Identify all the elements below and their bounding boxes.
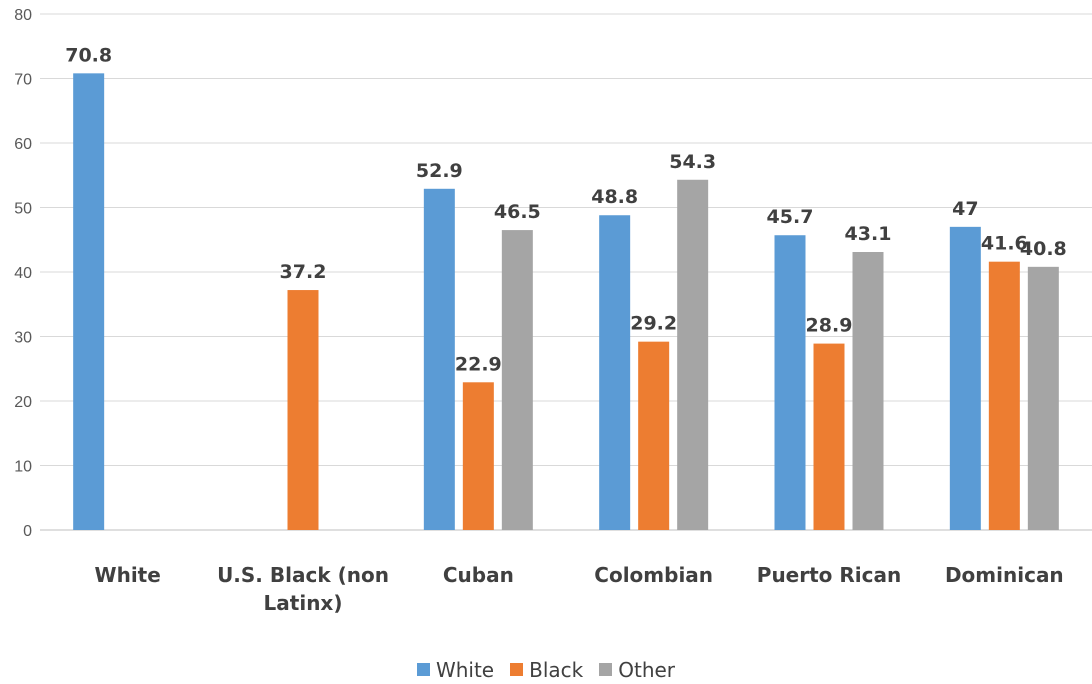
category-label: Colombian	[594, 563, 713, 587]
data-label: 37.2	[280, 261, 327, 283]
legend-label: White	[435, 657, 495, 682]
bar-white	[949, 226, 981, 530]
bar-chart: 0 10 20 30 40 50 60 70 80 70.8 37.2 52.9 22.9 46.5 48…	[14, 7, 1092, 615]
y-tick-label: 10	[14, 459, 32, 476]
bar-white	[423, 188, 455, 531]
legend-swatch	[416, 663, 430, 676]
category-label: Cuban	[443, 563, 514, 587]
data-label: 48.8	[591, 186, 638, 208]
bars	[73, 73, 1059, 531]
data-label: 43.1	[845, 223, 892, 245]
category-label: Puerto Rican	[757, 563, 901, 587]
y-tick-label: 0	[23, 523, 32, 540]
bar-other	[677, 179, 709, 530]
y-tick-label: 20	[14, 394, 32, 411]
y-tick-label: 40	[14, 265, 32, 282]
data-label: 22.9	[455, 353, 502, 375]
legend-label: Black	[529, 657, 584, 682]
data-label: 70.8	[65, 44, 112, 66]
y-tick-label: 70	[14, 72, 32, 89]
data-label: 52.9	[416, 160, 463, 182]
legend: White Black Other	[0, 657, 1092, 682]
category-label: Dominican	[945, 563, 1064, 587]
legend-item-black: Black	[510, 658, 583, 682]
data-label: 28.9	[806, 315, 853, 337]
legend-item-white: White	[416, 657, 495, 682]
bar-black	[638, 341, 670, 530]
legend-swatch	[510, 663, 524, 676]
y-tick-label: 80	[14, 7, 32, 24]
data-label: 45.7	[767, 206, 814, 228]
y-tick-label: 30	[14, 330, 32, 347]
y-tick-label: 60	[14, 136, 32, 153]
data-label: 29.2	[630, 313, 677, 335]
bar-black	[988, 261, 1020, 530]
bar-other	[501, 230, 533, 530]
data-labels: 70.8 37.2 52.9 22.9 46.5 48.8 29.2 54.3 45.7 28.9…	[65, 44, 1067, 375]
category-labels: White U.S. Black (non Latinx) Cuban Colombia…	[95, 563, 1064, 615]
data-label: 54.3	[669, 151, 716, 173]
bar-other	[852, 252, 884, 530]
bar-black	[287, 290, 319, 530]
legend-item-other: Other	[599, 658, 675, 682]
gridlines	[40, 13, 1092, 531]
data-label: 46.5	[494, 201, 541, 223]
bar-other	[1027, 266, 1059, 530]
y-axis-ticks: 0 10 20 30 40 50 60 70 80	[14, 7, 32, 540]
data-label: 40.8	[1020, 238, 1067, 260]
category-label: U.S. Black (non Latinx)	[217, 563, 389, 615]
category-label: White	[95, 563, 161, 587]
data-label: 47	[952, 198, 978, 220]
y-tick-label: 50	[14, 201, 32, 218]
legend-swatch	[599, 663, 613, 676]
bar-black	[462, 382, 494, 530]
data-label: 41.6	[981, 233, 1028, 255]
bar-white	[774, 235, 806, 531]
bar-white	[73, 73, 105, 530]
legend-label: Other	[618, 657, 676, 682]
bar-black	[813, 343, 845, 530]
bar-white	[599, 215, 631, 531]
